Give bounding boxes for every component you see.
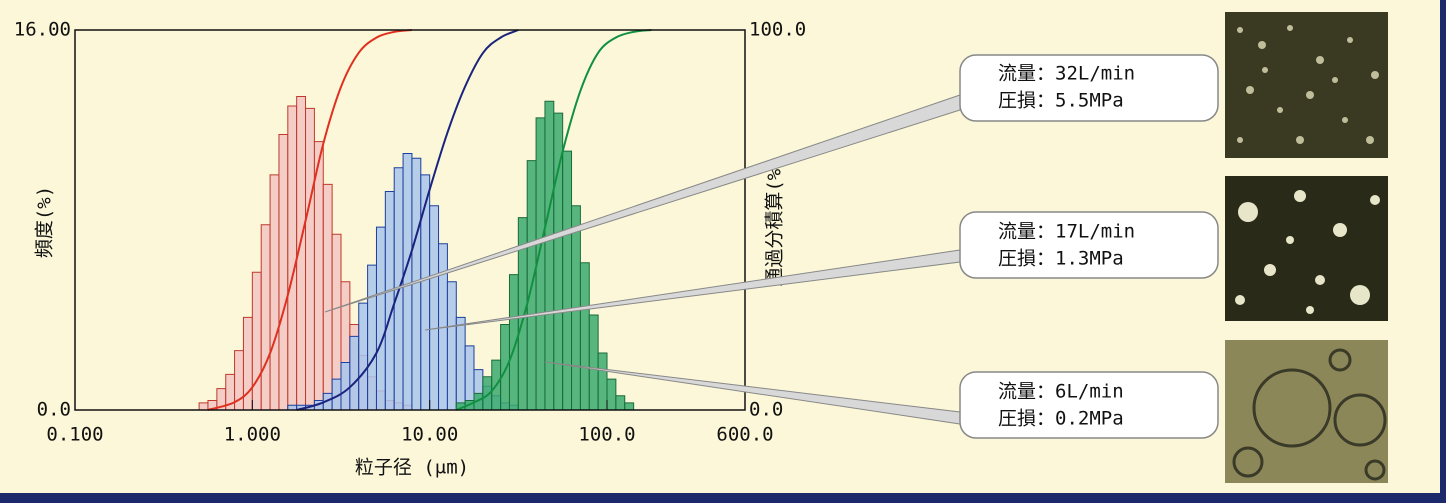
plot-area	[74, 29, 746, 411]
annotation: 流量：32L/min	[998, 63, 1135, 85]
bar	[597, 352, 608, 411]
annotation: 流量：17L/min	[998, 221, 1135, 243]
bar	[340, 362, 351, 411]
annotation: 圧損：5.5MPa	[998, 90, 1124, 112]
bar	[313, 141, 324, 411]
bar	[588, 314, 599, 411]
bar	[455, 316, 466, 411]
x-tick-label: 1.000	[224, 424, 281, 446]
y2-axis-label: 通過分積算(%)	[764, 157, 786, 286]
bar	[579, 262, 590, 411]
bottom-border	[0, 493, 1446, 503]
photo	[1225, 176, 1388, 321]
cumulative-line	[296, 29, 519, 411]
bar	[260, 224, 271, 411]
y-axis-label: 頻度(%)	[34, 186, 56, 258]
bar	[375, 226, 386, 411]
x-tick-label: 100.0	[578, 424, 635, 446]
bar	[251, 271, 262, 411]
right-border	[1440, 0, 1446, 503]
callout	[959, 211, 1219, 279]
bar	[606, 378, 617, 411]
bar	[446, 281, 457, 411]
bar	[305, 107, 315, 411]
bar	[402, 153, 413, 411]
bar	[562, 150, 573, 411]
bar	[500, 324, 510, 411]
annotation: 圧損：1.3MPa	[998, 248, 1124, 270]
bar	[198, 402, 209, 411]
bar	[358, 302, 369, 411]
x-tick-label: 600.0	[716, 424, 773, 446]
x-tick-label: 0.100	[46, 424, 103, 446]
bar	[420, 174, 431, 411]
bar	[624, 402, 635, 411]
y2-tick-label: 0.0	[749, 399, 783, 421]
annotation: 圧損：0.2MPa	[998, 408, 1124, 430]
bar	[429, 205, 440, 411]
bar	[322, 183, 333, 411]
callout	[959, 371, 1219, 439]
plot-frame	[74, 29, 746, 411]
bar	[349, 335, 360, 411]
bar	[278, 134, 289, 411]
callout	[959, 54, 1219, 122]
annotation: 流量：6L/min	[998, 381, 1124, 403]
bar	[287, 105, 298, 411]
bar	[384, 191, 395, 411]
photo	[1225, 340, 1388, 483]
y-tick-label: 0.0	[37, 399, 71, 421]
y2-tick-label: 100.0	[749, 19, 806, 41]
photo	[1225, 12, 1388, 158]
x-axis-label: 粒子径 (μm)	[355, 457, 469, 479]
bar	[544, 100, 555, 411]
bar	[367, 264, 377, 411]
bar	[269, 174, 280, 411]
y-tick-label: 16.00	[14, 19, 71, 41]
x-tick-label: 10.00	[401, 424, 458, 446]
bar	[615, 395, 626, 411]
cumulative-line	[455, 29, 652, 411]
cumulative-line	[207, 29, 413, 411]
